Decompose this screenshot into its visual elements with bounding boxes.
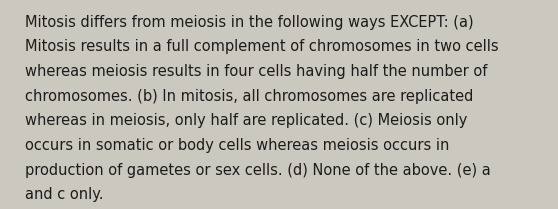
Text: and c only.: and c only. [25,187,104,202]
Text: whereas in meiosis, only half are replicated. (c) Meiosis only: whereas in meiosis, only half are replic… [25,113,468,128]
Text: Mitosis differs from meiosis in the following ways EXCEPT: (a): Mitosis differs from meiosis in the foll… [25,15,474,30]
Text: whereas meiosis results in four cells having half the number of: whereas meiosis results in four cells ha… [25,64,488,79]
Text: occurs in somatic or body cells whereas meiosis occurs in: occurs in somatic or body cells whereas … [25,138,450,153]
Text: production of gametes or sex cells. (d) None of the above. (e) a: production of gametes or sex cells. (d) … [25,163,491,178]
Text: chromosomes. (b) In mitosis, all chromosomes are replicated: chromosomes. (b) In mitosis, all chromos… [25,89,474,104]
Text: Mitosis results in a full complement of chromosomes in two cells: Mitosis results in a full complement of … [25,39,499,54]
